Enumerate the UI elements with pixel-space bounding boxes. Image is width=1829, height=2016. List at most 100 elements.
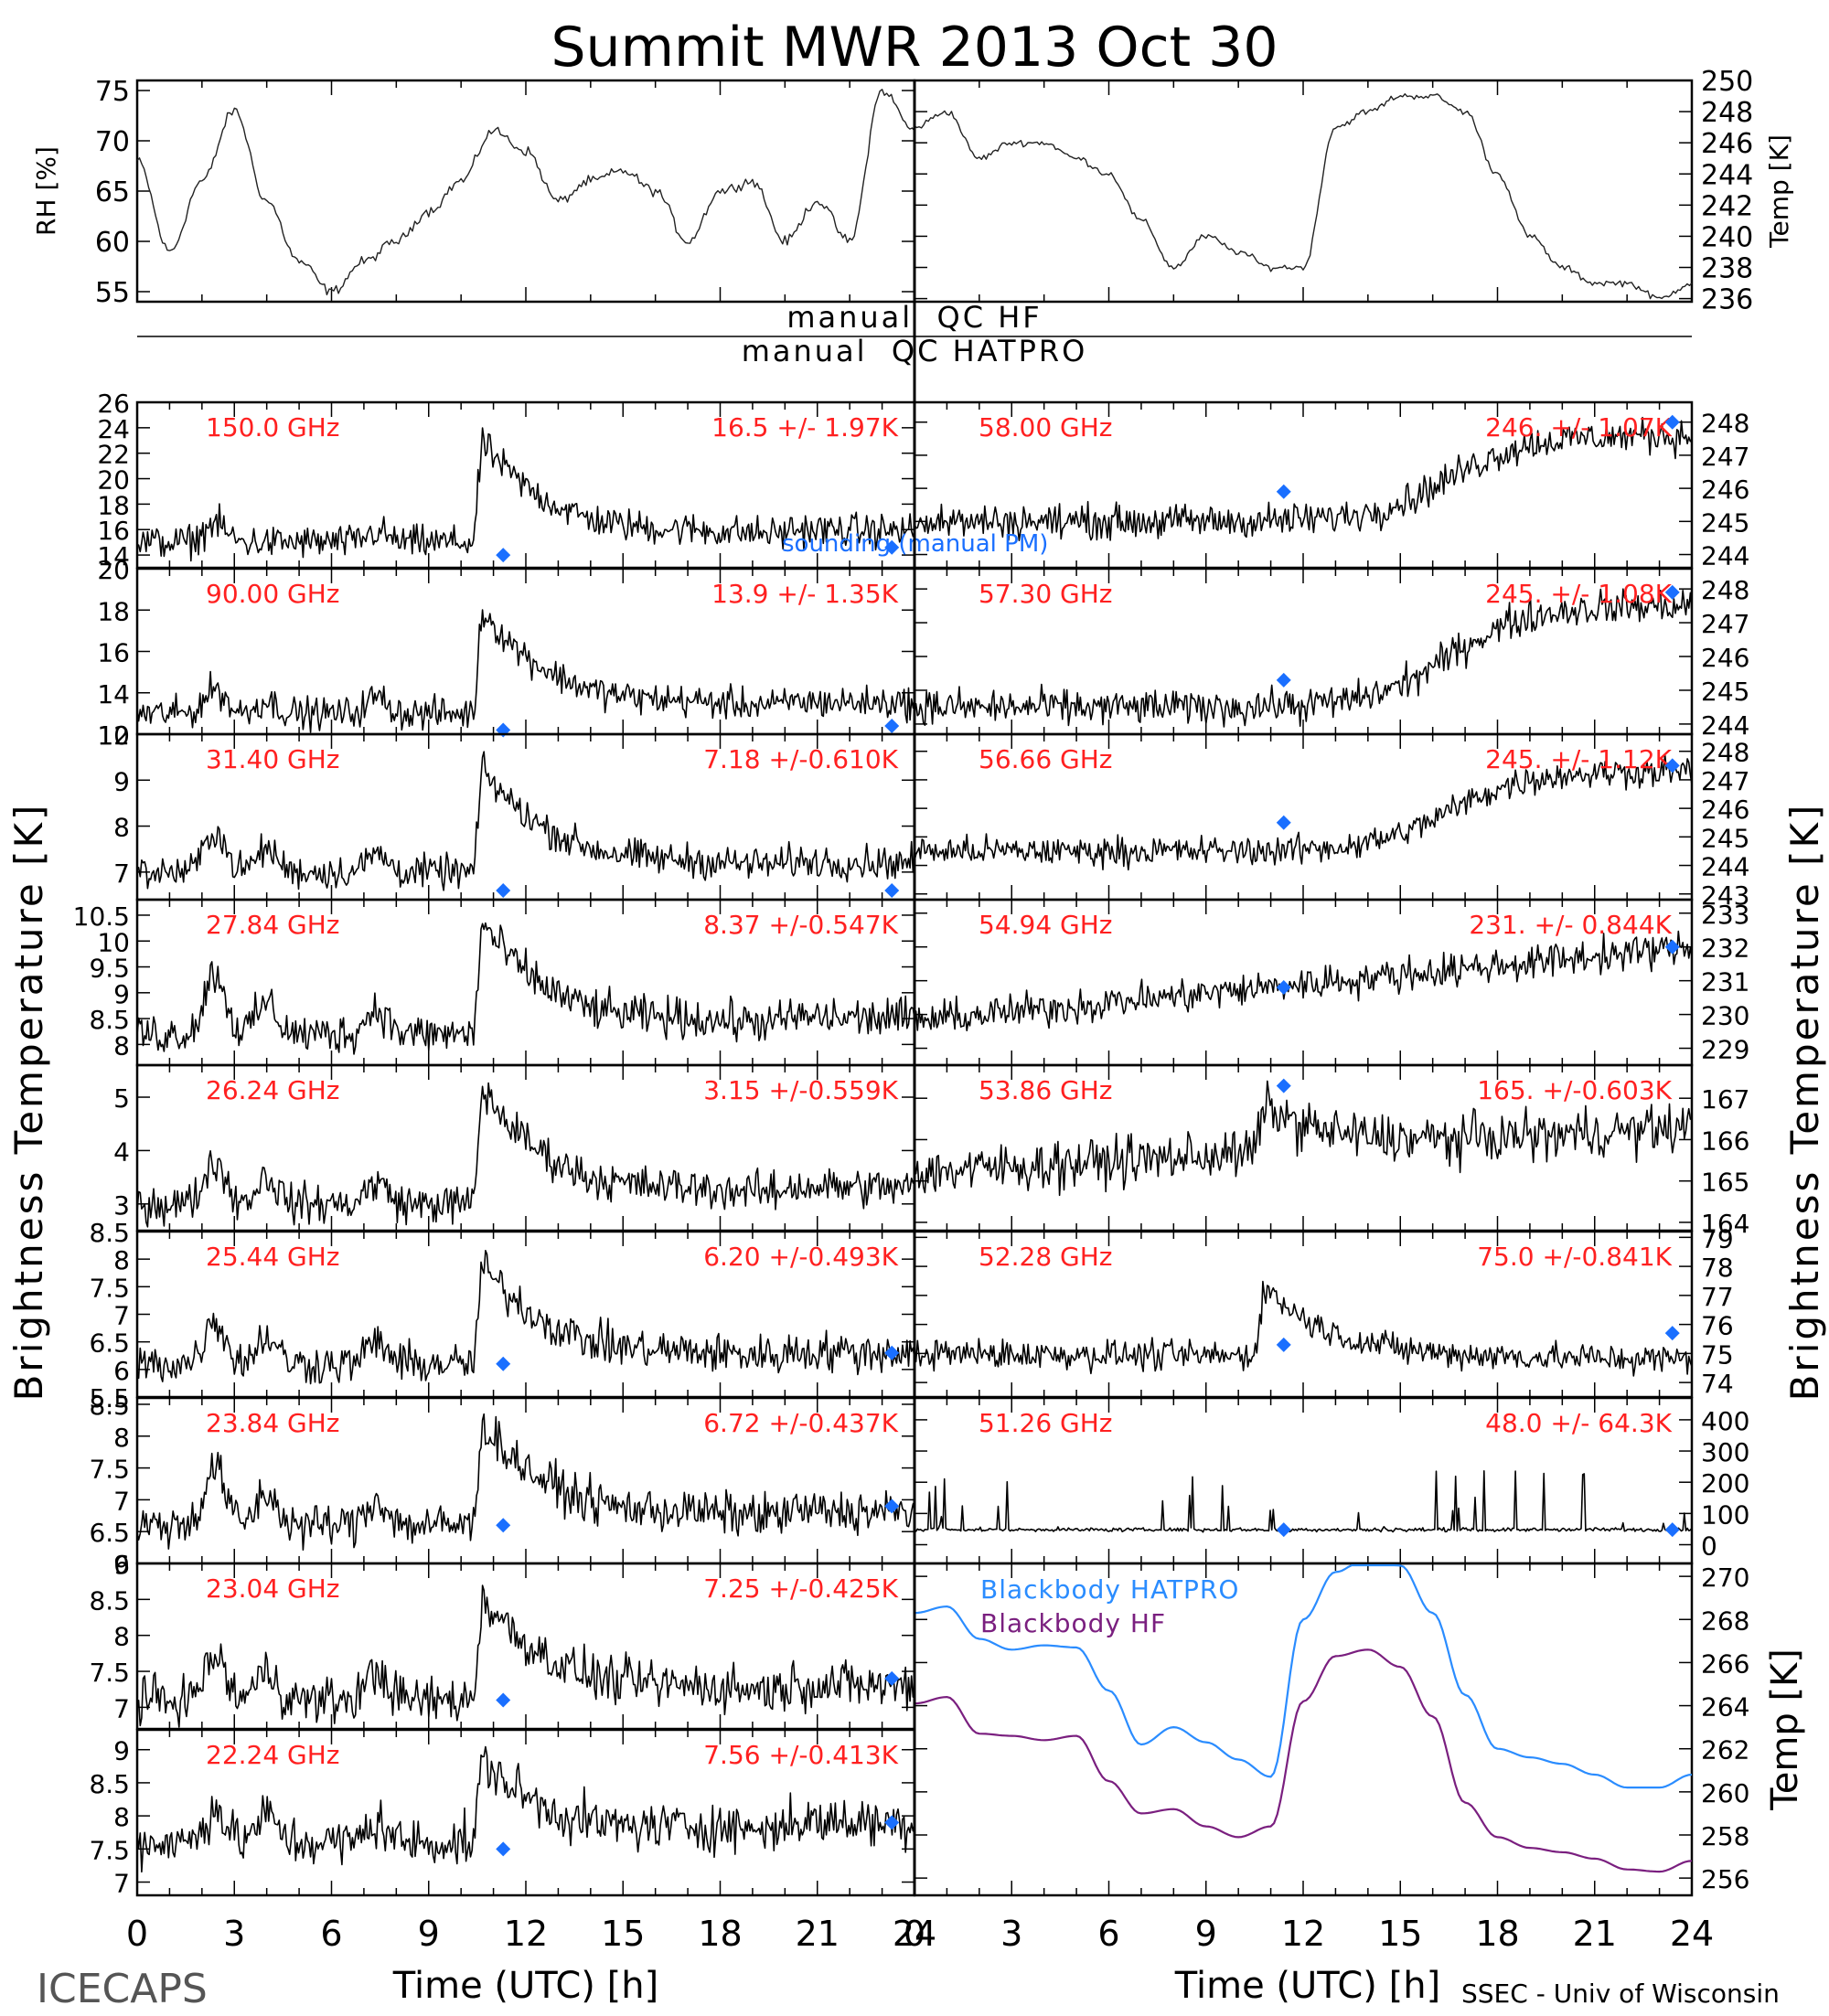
- hf-panel-5-ytick-label: 8: [113, 1245, 130, 1275]
- hatpro-panel-3-trace: [914, 930, 1693, 1031]
- hf-panel-7-sounding-marker: [884, 1670, 900, 1686]
- rh-axis-label: RH [%]: [31, 146, 61, 236]
- hatpro-panel-2-sounding-marker: [1276, 815, 1291, 830]
- hf-panel-6-ytick-label: 7: [113, 1486, 130, 1516]
- hatpro-panel-5-ytick-label: 74: [1701, 1369, 1734, 1399]
- hatpro-panel-3-ytick-label: 232: [1701, 933, 1749, 964]
- blackbody-ytick-label: 268: [1701, 1605, 1749, 1636]
- hf-panel-0-sounding-marker: [884, 539, 900, 555]
- x-tick-label-left: 3: [223, 1914, 245, 1954]
- hf-panel-2-ytick-label: 8: [113, 813, 130, 843]
- hf-panel-8-channel-label: 22.24 GHz: [206, 1740, 340, 1770]
- hf-panel-3-trace: [136, 922, 915, 1055]
- hf-panel-2-stat-label: 7.18 +/-0.610K: [703, 744, 898, 774]
- temp-ytick-label: 242: [1701, 190, 1753, 222]
- hatpro-panel-4-ytick-label: 164: [1701, 1209, 1749, 1239]
- hatpro-panel-1-sounding-marker: [1276, 672, 1291, 688]
- blackbody-ytick-label: 260: [1701, 1778, 1749, 1808]
- hf-panel-0-ytick-label: 26: [97, 389, 130, 419]
- hf-panel-3-ytick-label: 10: [97, 927, 130, 957]
- hatpro-panel-1-sounding-marker: [1664, 584, 1680, 600]
- hf-panel-7-sounding-marker: [496, 1692, 511, 1708]
- hatpro-panel-6-sounding-marker: [1276, 1522, 1291, 1538]
- temp-ytick-label: 248: [1701, 97, 1753, 129]
- hf-panel-4-ytick-label: 4: [113, 1136, 130, 1167]
- hatpro-panel-2-channel-label: 56.66 GHz: [979, 744, 1113, 774]
- hatpro-panel-3-ytick-label: 230: [1701, 1001, 1749, 1031]
- x-tick-label-right: 3: [1000, 1914, 1022, 1954]
- hatpro-panel-4-trace: [914, 1080, 1693, 1197]
- x-tick-label-left: 18: [698, 1914, 742, 1954]
- hf-panel-3-ytick-label: 10.5: [73, 901, 130, 932]
- hatpro-panel-6-channel-label: 51.26 GHz: [979, 1408, 1113, 1438]
- hatpro-panel-2-trace: [914, 753, 1693, 871]
- hatpro-panel-2-ytick-label: 248: [1701, 738, 1749, 768]
- hf-panel-1-trace: [136, 609, 915, 733]
- x-tick-label-right: 15: [1378, 1914, 1422, 1954]
- hatpro-panel-1-ytick-label: 248: [1701, 575, 1749, 605]
- hf-panel-3-channel-label: 27.84 GHz: [206, 910, 340, 940]
- hf-panel-7-ytick-label: 7: [113, 1693, 130, 1723]
- hf-panel-6-ytick-label: 7.5: [89, 1455, 130, 1485]
- hf-panel-7-ytick-label: 9: [113, 1550, 130, 1580]
- hf-panel-6-trace: [136, 1413, 915, 1551]
- hf-panel-4-stat-label: 3.15 +/-0.559K: [703, 1075, 898, 1105]
- hf-panel-1-ytick-label: 12: [97, 720, 130, 751]
- hatpro-panel-3-channel-label: 54.94 GHz: [979, 910, 1113, 940]
- temp-trace: [914, 93, 1693, 300]
- hf-panel-0-trace: [136, 427, 915, 562]
- hf-panel-8-ytick-label: 8.5: [89, 1769, 130, 1799]
- temp-ytick-label: 238: [1701, 253, 1753, 285]
- hatpro-panel-0-ytick-label: 248: [1701, 409, 1749, 439]
- hf-panel-5-sounding-marker: [496, 1356, 511, 1371]
- blackbody-ytick-label: 258: [1701, 1821, 1749, 1851]
- hf-panel-2-sounding-marker: [884, 882, 900, 898]
- hatpro-panel-2-ytick-label: 243: [1701, 880, 1749, 911]
- hf-panel-0-ytick-label: 14: [97, 541, 130, 571]
- hatpro-panel-6-ytick-label: 100: [1701, 1499, 1749, 1530]
- hatpro-panel-0-sounding-marker: [1664, 414, 1680, 430]
- hf-panel-8-ytick-label: 8: [113, 1802, 130, 1832]
- footer-right: SSEC - Univ of Wisconsin: [1461, 1979, 1780, 2009]
- rh-trace: [136, 89, 915, 296]
- hatpro-panel-5-sounding-marker: [1664, 1326, 1680, 1341]
- hf-panel-6-stat-label: 6.72 +/-0.437K: [703, 1408, 898, 1438]
- blackbody-ytick-label: 264: [1701, 1692, 1749, 1723]
- hatpro-panel-5-sounding-marker: [1276, 1337, 1291, 1352]
- hf-panel-7-ytick-label: 8.5: [89, 1585, 130, 1616]
- rh-ytick-label: 55: [95, 277, 130, 309]
- hf-panel-8-ytick-label: 7.5: [89, 1835, 130, 1865]
- hf-panel-2-sounding-marker: [496, 882, 511, 898]
- footer-left: ICECAPS: [37, 1966, 208, 2011]
- hf-panel-2-ytick-label: 7: [113, 859, 130, 889]
- hf-panel-3-ytick-label: 9.5: [89, 954, 130, 984]
- x-tick-label-left: 15: [601, 1914, 645, 1954]
- hf-panel-2-channel-label: 31.40 GHz: [206, 744, 340, 774]
- blackbody-legend-1: Blackbody HF: [980, 1608, 1166, 1638]
- blackbody-ytick-label: 266: [1701, 1648, 1749, 1679]
- hatpro-panel-0-sounding-marker: [1276, 484, 1291, 499]
- hatpro-panel-0-channel-label: 58.00 GHz: [979, 412, 1113, 443]
- hf-panel-4-ytick-label: 5: [113, 1083, 130, 1114]
- hatpro-panel-3-ytick-label: 231: [1701, 967, 1749, 997]
- temp-ytick-label: 240: [1701, 221, 1753, 253]
- hatpro-panel-6-ytick-label: 0: [1701, 1531, 1717, 1562]
- hf-panel-6-sounding-marker: [496, 1518, 511, 1533]
- hf-panel-1-ytick-label: 14: [97, 679, 130, 709]
- blackbody-ytick-label: 256: [1701, 1864, 1749, 1894]
- hatpro-panel-5-channel-label: 52.28 GHz: [979, 1242, 1113, 1272]
- hf-panel-1-stat-label: 13.9 +/- 1.35K: [711, 579, 898, 609]
- hatpro-panel-2-ytick-label: 245: [1701, 823, 1749, 853]
- rh-ytick-label: 75: [95, 76, 130, 108]
- hf-panel-5-ytick-label: 6: [113, 1356, 130, 1386]
- x-tick-label-left: 9: [418, 1914, 440, 1954]
- hatpro-panel-4-channel-label: 53.86 GHz: [979, 1075, 1113, 1105]
- x-tick-label-right: 0: [904, 1914, 925, 1954]
- x-tick-label-right: 24: [1670, 1914, 1714, 1954]
- hf-panel-0-ytick-label: 18: [97, 490, 130, 520]
- x-tick-label-right: 21: [1573, 1914, 1617, 1954]
- x-tick-label-left: 21: [796, 1914, 840, 1954]
- hf-panel-6-ytick-label: 8.5: [89, 1391, 130, 1421]
- hf-panel-4-trace: [136, 1082, 915, 1228]
- hf-panel-0-stat-label: 16.5 +/- 1.97K: [711, 412, 898, 443]
